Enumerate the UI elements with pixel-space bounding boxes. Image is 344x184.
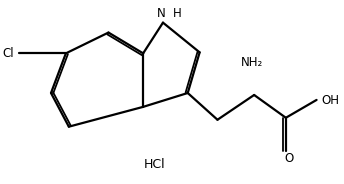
Text: OH: OH [322, 94, 340, 107]
Text: HCl: HCl [144, 158, 166, 171]
Text: Cl: Cl [3, 47, 14, 60]
Text: NH₂: NH₂ [241, 56, 263, 69]
Text: O: O [284, 152, 293, 165]
Text: N: N [157, 7, 166, 20]
Text: H: H [173, 7, 182, 20]
